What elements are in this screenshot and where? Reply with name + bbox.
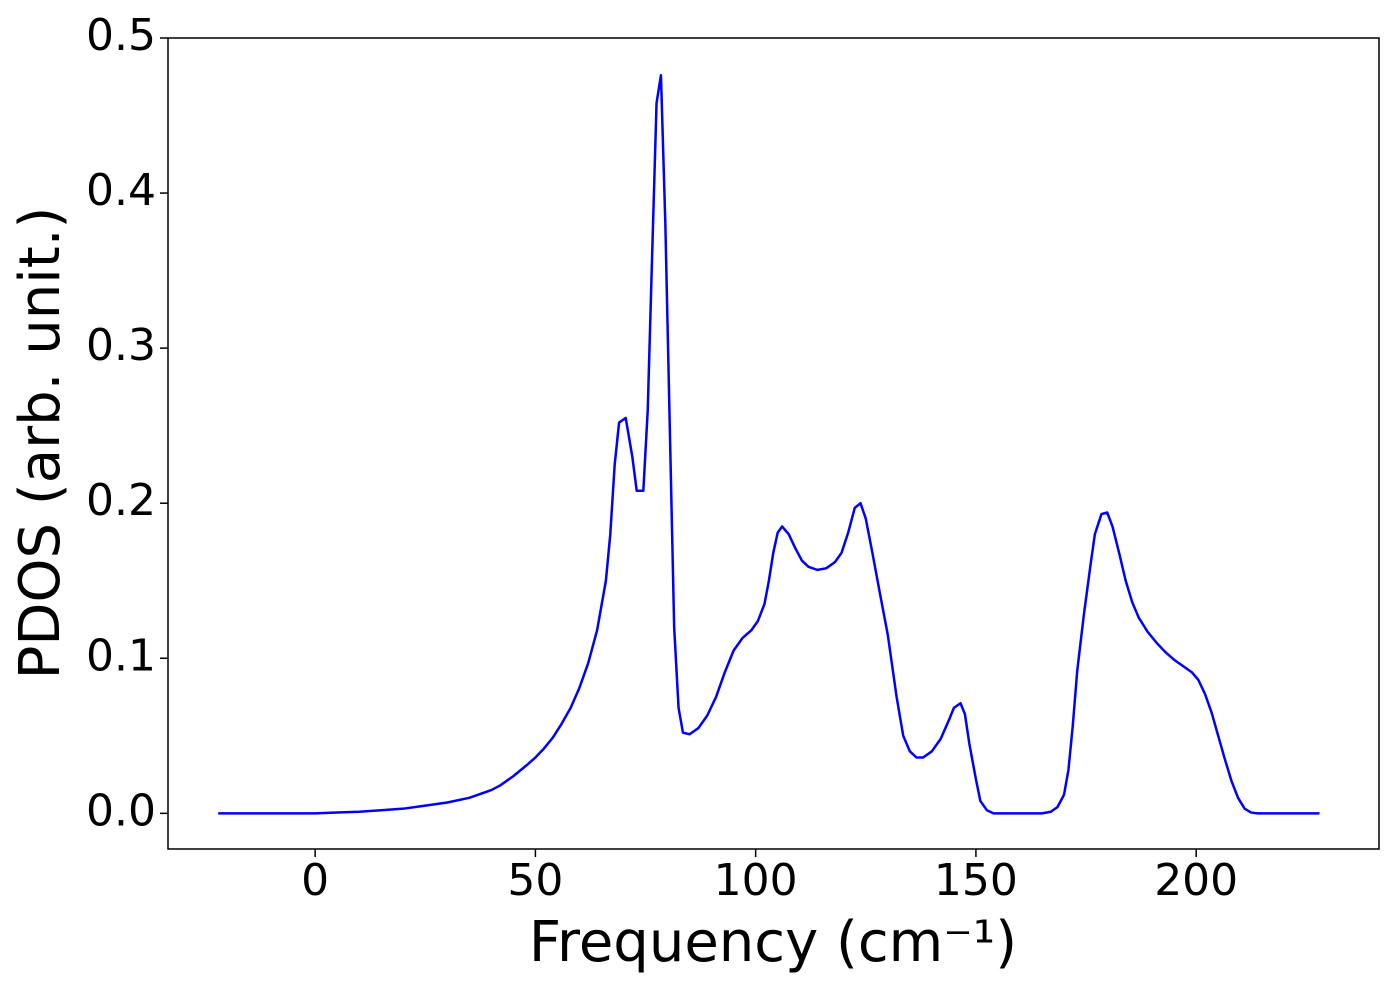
x-tick-label: 0 xyxy=(301,855,329,906)
x-tick-label: 50 xyxy=(507,855,563,906)
x-tick-label: 100 xyxy=(714,855,798,906)
y-tick-label: 0.0 xyxy=(86,785,156,836)
y-axis-label: PDOS (arb. unit.) xyxy=(8,207,73,680)
x-tick-label: 200 xyxy=(1154,855,1238,906)
y-tick-label: 0.4 xyxy=(86,165,156,216)
y-tick-label: 0.3 xyxy=(86,320,156,371)
x-tick-label: 150 xyxy=(934,855,1018,906)
y-tick-label: 0.2 xyxy=(86,475,156,526)
x-axis-label: Frequency (cm⁻¹) xyxy=(529,910,1017,975)
plot-frame xyxy=(167,37,1380,850)
y-tick-label: 0.5 xyxy=(86,10,156,61)
line xyxy=(218,73,1320,815)
y-tick-label: 0.1 xyxy=(86,630,156,681)
